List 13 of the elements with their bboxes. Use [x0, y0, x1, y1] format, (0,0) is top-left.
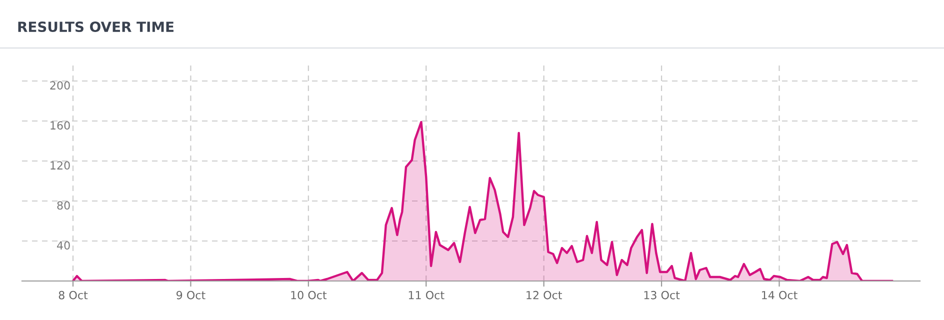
y-tick-label: 160 — [50, 121, 70, 130]
x-tick-label: 9 Oct — [176, 290, 206, 300]
x-tick-label: 14 Oct — [762, 290, 798, 300]
chart-title: RESULTS OVER TIME — [18, 22, 174, 32]
x-tick-label: 12 Oct — [526, 290, 562, 300]
y-tick-label: 40 — [57, 241, 70, 250]
x-tick-label: 13 Oct — [644, 290, 680, 300]
y-tick-label: 200 — [50, 81, 70, 90]
x-tick-label: 8 Oct — [58, 290, 88, 300]
y-tick-label: 80 — [57, 201, 70, 210]
y-tick-label: 120 — [50, 161, 70, 170]
x-tick-label: 11 Oct — [408, 290, 444, 300]
x-tick-label: 10 Oct — [291, 290, 327, 300]
